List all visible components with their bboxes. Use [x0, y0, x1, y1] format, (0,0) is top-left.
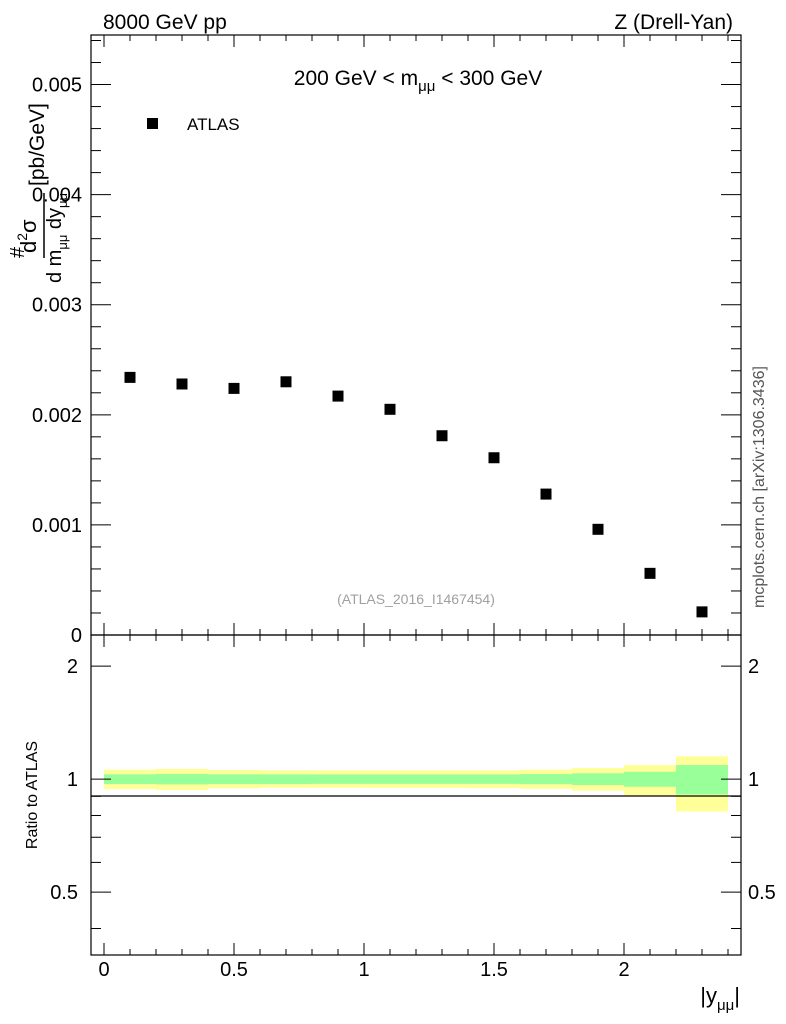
main-y-tick-label-2: 0.002: [32, 405, 82, 427]
ratio-y-tick-label-right-2: 2: [748, 656, 759, 678]
x-tick-label-0: 0: [98, 959, 109, 981]
main-y-tick-label-0: 0: [71, 625, 82, 647]
ratio-band-stat-8: [520, 774, 572, 785]
y-label-hash: #: [7, 246, 29, 258]
ratio-y-tick-label-left-1: 1: [67, 769, 78, 791]
data-point-0-5: [384, 403, 396, 415]
y-label-sup: 2: [14, 233, 30, 241]
x-axis-label: |yμμ|: [700, 983, 740, 1014]
ratio-y-tick-label-right-1: 1: [748, 769, 759, 791]
data-point-0-3: [280, 376, 292, 388]
x-tick-label-3: 1.5: [480, 959, 508, 981]
ratio-band-stat-0: [104, 774, 156, 785]
data-point-0-10: [644, 567, 656, 579]
legend-label-atlas: ATLAS: [187, 115, 240, 134]
main-y-axis-label: d2σ d mμμ dyμμ [pb/GeV] #: [7, 103, 70, 283]
data-point-0-1: [176, 378, 188, 390]
ratio-plot-frame: [90, 634, 742, 956]
ratio-y-tick-label-left-0: 0.5: [50, 882, 78, 904]
data-point-0-11: [696, 606, 708, 618]
data-point-0-6: [436, 430, 448, 442]
ratio-y-axis-label: Ratio to ATLAS: [24, 741, 41, 849]
ratio-band-stat-3: [260, 774, 312, 785]
title-prefix: 200 GeV < m: [294, 67, 418, 90]
ratio-band-stat-9: [572, 773, 624, 786]
side-credit: mcplots.cern.ch [arXiv:1306.3436]: [751, 366, 768, 608]
ratio-y-tick-label-right-0: 0.5: [748, 882, 776, 904]
ratio-band-stat-5: [364, 774, 416, 784]
data-point-0-8: [540, 488, 552, 500]
ratio-plot-panel: 0 0.5 1 1.5 2 0.5 0.5 1 1 2 2: [50, 634, 776, 981]
analysis-label: (ATLAS_2016_I1467454): [337, 591, 495, 607]
ratio-band-stat-7: [468, 774, 520, 784]
main-chart-title: 200 GeV < mμμ < 300 GeV: [294, 67, 542, 95]
x-tick-label-2: 1: [358, 959, 369, 981]
ratio-y-tick-label-left-2: 2: [67, 656, 78, 678]
x-label-bar: |: [734, 983, 740, 1008]
y-label-units: [pb/GeV]: [26, 103, 49, 186]
main-y-tick-label-1: 0.001: [32, 515, 82, 537]
ratio-band-stat-1: [156, 773, 208, 785]
ratio-band-stat-11: [676, 765, 728, 795]
title-suffix: < 300 GeV: [435, 67, 542, 90]
title-subscript-1: μμ: [418, 78, 435, 95]
y-label-numerator: d2σ: [14, 219, 41, 253]
y-label-sigma: σ: [16, 219, 41, 233]
data-point-0-4: [332, 390, 344, 402]
ratio-band-stat-6: [416, 774, 468, 784]
main-y-tick-label-3: 0.003: [32, 295, 82, 317]
x-label-subscript: μμ: [717, 997, 734, 1014]
main-y-tick-label-5: 0.005: [32, 75, 82, 97]
header-left: 8000 GeV pp: [103, 11, 227, 34]
ratio-band-stat-4: [312, 774, 364, 784]
y-label-sub2: μμ: [55, 193, 70, 208]
data-point-0-2: [228, 382, 240, 394]
data-point-0-9: [592, 523, 604, 535]
ratio-band-stat-2: [208, 774, 260, 785]
x-tick-label-1: 0.5: [220, 959, 248, 981]
legend-marker-atlas: [147, 118, 158, 129]
y-label-dy: dy: [44, 208, 66, 235]
data-point-0-0: [124, 371, 136, 383]
y-label-denominator: d mμμ dyμμ: [44, 193, 70, 283]
y-label-sub1: μμ: [55, 235, 70, 250]
data-point-0-7: [488, 452, 500, 464]
x-tick-label-4: 2: [618, 959, 629, 981]
header-right: Z (Drell-Yan): [614, 11, 733, 34]
ratio-band-stat-10: [624, 771, 676, 787]
